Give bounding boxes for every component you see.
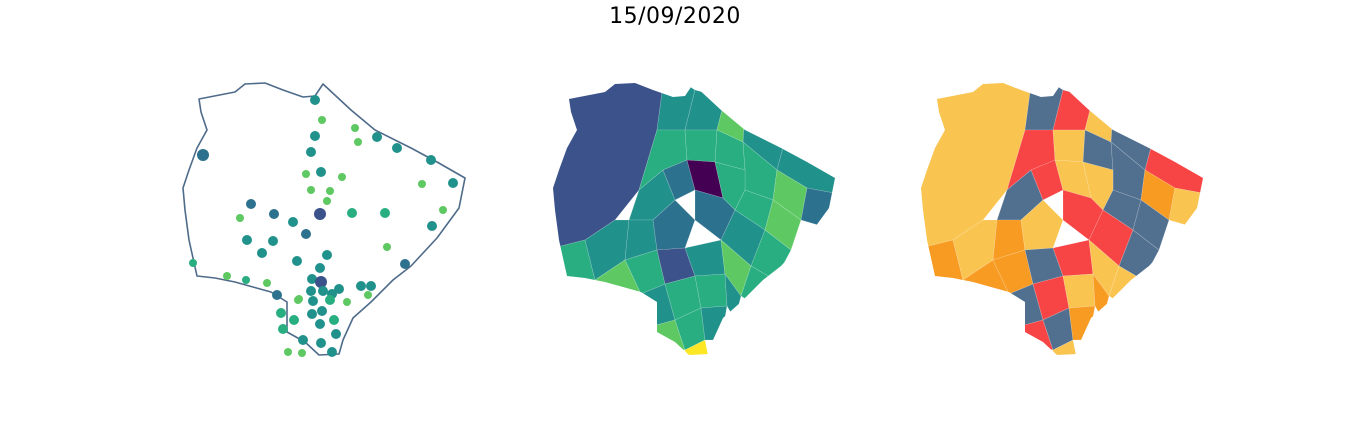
municipality-point xyxy=(292,256,302,266)
municipality-point xyxy=(242,276,250,284)
municipality-point xyxy=(289,315,299,325)
municipality-point xyxy=(366,281,376,291)
municipality-point xyxy=(236,214,244,222)
municipality-point xyxy=(380,208,390,218)
municipality-point xyxy=(334,284,344,294)
municipality-point xyxy=(329,315,339,325)
municipality-point xyxy=(242,235,252,245)
municipality-point xyxy=(197,149,209,161)
continuous-choropleth-map xyxy=(545,70,845,370)
municipality-class-region xyxy=(1020,199,1064,251)
municipality-region xyxy=(684,339,712,355)
municipality-point xyxy=(318,286,328,296)
municipality-point xyxy=(257,248,267,258)
municipality-point xyxy=(383,243,391,251)
municipality-class-region xyxy=(1052,339,1080,355)
municipality-point xyxy=(372,132,382,142)
municipality-point xyxy=(343,298,351,306)
points-layer xyxy=(189,95,458,357)
choropleth-regions xyxy=(553,83,835,355)
municipality-point xyxy=(269,209,279,219)
municipality-point xyxy=(354,138,362,146)
municipality-point xyxy=(310,131,320,141)
municipality-point xyxy=(307,274,317,284)
municipality-point xyxy=(448,178,458,188)
municipality-point xyxy=(302,170,310,178)
municipality-point xyxy=(315,319,325,329)
municipality-point xyxy=(272,290,282,300)
municipality-point xyxy=(318,116,326,124)
municipality-point xyxy=(268,236,278,246)
municipality-point xyxy=(246,199,256,209)
municipality-point xyxy=(284,348,292,356)
municipality-point xyxy=(316,167,326,177)
municipality-point xyxy=(418,180,426,188)
municipality-point xyxy=(308,296,318,306)
municipality-region xyxy=(652,199,696,251)
municipality-point xyxy=(392,143,402,153)
municipality-region xyxy=(684,129,718,163)
municipality-class-region xyxy=(1068,305,1096,341)
municipality-point xyxy=(356,281,366,291)
municipality-point xyxy=(327,347,337,357)
municipality-point xyxy=(439,206,447,214)
municipality-point xyxy=(276,308,286,318)
municipality-point xyxy=(315,263,325,273)
municipality-point xyxy=(306,147,316,157)
municipality-point xyxy=(223,272,231,280)
municipality-class-region xyxy=(1052,129,1086,163)
class-regions xyxy=(921,83,1203,355)
municipality-region xyxy=(694,273,728,309)
municipality-point xyxy=(298,349,306,357)
municipality-point xyxy=(307,186,315,194)
municipality-point xyxy=(323,197,331,205)
municipality-point xyxy=(314,208,326,220)
municipality-point xyxy=(301,229,311,239)
municipality-point xyxy=(326,187,334,195)
municipality-point xyxy=(317,306,327,316)
municipality-region xyxy=(553,83,666,251)
municipality-point xyxy=(307,309,317,319)
municipality-point xyxy=(426,155,436,165)
municipality-point xyxy=(310,95,320,105)
municipality-point xyxy=(427,221,437,231)
municipality-point xyxy=(189,259,197,267)
municipality-point xyxy=(351,124,359,132)
points-map xyxy=(175,70,475,370)
municipality-region xyxy=(800,187,835,231)
municipality-point xyxy=(331,329,341,339)
municipality-point xyxy=(325,295,335,305)
municipality-class-region xyxy=(921,83,1034,251)
categorical-choropleth-svg xyxy=(921,83,1203,355)
municipality-class-region xyxy=(1062,273,1096,309)
municipality-point xyxy=(364,291,372,299)
continuous-choropleth-svg xyxy=(553,83,835,355)
municipality-point xyxy=(322,250,332,260)
municipality-region xyxy=(700,305,728,341)
categorical-choropleth-map xyxy=(913,70,1213,370)
municipality-point xyxy=(288,217,298,227)
points-map-svg xyxy=(182,82,466,357)
municipality-point xyxy=(298,335,308,345)
municipality-point xyxy=(316,338,326,348)
municipality-point xyxy=(338,173,346,181)
municipality-point xyxy=(278,324,288,334)
municipality-class-region xyxy=(1168,187,1203,231)
municipality-point xyxy=(294,296,302,304)
municipality-point xyxy=(400,259,410,269)
figure-title: 15/09/2020 xyxy=(609,4,741,29)
municipality-point xyxy=(347,208,357,218)
municipality-point xyxy=(315,276,327,288)
municipality-point xyxy=(306,286,316,296)
municipality-point xyxy=(263,279,271,287)
